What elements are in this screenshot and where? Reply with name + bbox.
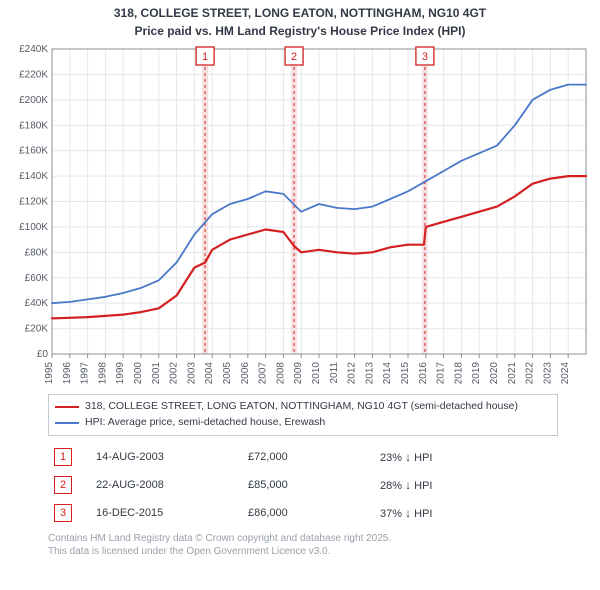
svg-text:1999: 1999 — [115, 362, 126, 385]
legend: 318, COLLEGE STREET, LONG EATON, NOTTING… — [48, 394, 558, 436]
marker-price: £86,000 — [244, 500, 374, 526]
svg-text:£40K: £40K — [25, 298, 49, 309]
marker-row: 2 22-AUG-2008£85,00028% ↓ HPI — [50, 472, 556, 498]
footnote: Contains HM Land Registry data © Crown c… — [48, 532, 592, 559]
svg-text:£20K: £20K — [25, 324, 49, 335]
footnote-line1: Contains HM Land Registry data © Crown c… — [48, 532, 592, 546]
footnote-line2: This data is licensed under the Open Gov… — [48, 545, 592, 559]
svg-text:1: 1 — [202, 51, 208, 63]
markers-table: 1 14-AUG-2003£72,00023% ↓ HPI 2 22-AUG-2008… — [48, 442, 558, 528]
svg-text:1998: 1998 — [97, 362, 108, 385]
svg-text:2022: 2022 — [525, 362, 536, 385]
marker-row: 3 16-DEC-2015£86,00037% ↓ HPI — [50, 500, 556, 526]
chart-area: £0 £20K £40K £60K £80K £100K £120K £140K £160K £1… — [8, 43, 592, 388]
svg-text:2023: 2023 — [542, 362, 553, 385]
svg-text:£80K: £80K — [25, 248, 49, 259]
svg-text:2018: 2018 — [453, 362, 464, 385]
svg-text:1995: 1995 — [44, 362, 55, 385]
svg-text:2010: 2010 — [311, 362, 322, 385]
legend-row-hpi: HPI: Average price, semi-detached house,… — [55, 415, 551, 431]
svg-text:£160K: £160K — [19, 146, 48, 157]
svg-text:£180K: £180K — [19, 120, 48, 131]
svg-text:2016: 2016 — [418, 362, 429, 385]
svg-text:2000: 2000 — [133, 362, 144, 385]
svg-text:£140K: £140K — [19, 171, 48, 182]
marker-row: 1 14-AUG-2003£72,00023% ↓ HPI — [50, 444, 556, 470]
chart-container: 318, COLLEGE STREET, LONG EATON, NOTTING… — [0, 0, 600, 590]
svg-text:2007: 2007 — [258, 362, 269, 385]
svg-text:2019: 2019 — [471, 362, 482, 385]
svg-text:2008: 2008 — [275, 362, 286, 385]
svg-text:2011: 2011 — [329, 362, 340, 384]
svg-text:£240K: £240K — [19, 44, 48, 55]
svg-text:2005: 2005 — [222, 362, 233, 385]
svg-text:2006: 2006 — [240, 362, 251, 385]
svg-text:2015: 2015 — [400, 362, 411, 385]
svg-text:£200K: £200K — [19, 95, 48, 106]
legend-row-property: 318, COLLEGE STREET, LONG EATON, NOTTING… — [55, 399, 551, 415]
svg-text:£220K: £220K — [19, 70, 48, 81]
marker-number-box: 3 — [54, 504, 72, 522]
marker-delta: 37% ↓ HPI — [376, 500, 556, 526]
chart-title-line2: Price paid vs. HM Land Registry's House … — [8, 24, 592, 40]
svg-text:2020: 2020 — [489, 362, 500, 385]
svg-text:£100K: £100K — [19, 222, 48, 233]
svg-text:2021: 2021 — [507, 362, 518, 385]
legend-swatch-hpi — [55, 422, 79, 424]
chart-svg: £0 £20K £40K £60K £80K £100K £120K £140K £160K £1… — [8, 43, 592, 388]
svg-text:2: 2 — [291, 51, 297, 63]
svg-text:£60K: £60K — [25, 273, 49, 284]
svg-text:2014: 2014 — [382, 362, 393, 385]
legend-swatch-property — [55, 406, 79, 408]
marker-date: 16-DEC-2015 — [92, 500, 242, 526]
svg-text:3: 3 — [422, 51, 428, 63]
svg-text:2024: 2024 — [560, 362, 571, 385]
legend-label-hpi: HPI: Average price, semi-detached house,… — [85, 415, 325, 431]
marker-date: 14-AUG-2003 — [92, 444, 242, 470]
svg-text:1996: 1996 — [62, 362, 73, 385]
marker-number-box: 2 — [54, 476, 72, 494]
marker-delta: 23% ↓ HPI — [376, 444, 556, 470]
svg-text:£120K: £120K — [19, 197, 48, 208]
svg-text:1997: 1997 — [80, 362, 91, 385]
marker-price: £85,000 — [244, 472, 374, 498]
chart-title-line1: 318, COLLEGE STREET, LONG EATON, NOTTING… — [8, 6, 592, 22]
svg-text:2009: 2009 — [293, 362, 304, 385]
svg-text:2001: 2001 — [151, 362, 162, 385]
marker-date: 22-AUG-2008 — [92, 472, 242, 498]
svg-text:2013: 2013 — [364, 362, 375, 385]
marker-price: £72,000 — [244, 444, 374, 470]
svg-text:£0: £0 — [37, 349, 49, 360]
svg-text:2002: 2002 — [169, 362, 180, 385]
svg-text:2017: 2017 — [436, 362, 447, 385]
marker-number-box: 1 — [54, 448, 72, 466]
legend-label-property: 318, COLLEGE STREET, LONG EATON, NOTTING… — [85, 399, 518, 415]
svg-text:2012: 2012 — [347, 362, 358, 385]
svg-text:2003: 2003 — [186, 362, 197, 385]
marker-delta: 28% ↓ HPI — [376, 472, 556, 498]
svg-text:2004: 2004 — [204, 362, 215, 385]
